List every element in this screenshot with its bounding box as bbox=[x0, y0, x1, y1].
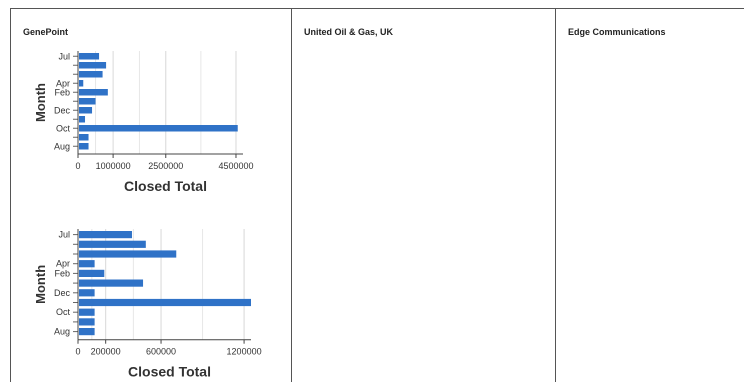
category-label: Apr bbox=[56, 78, 70, 88]
category-label: Aug bbox=[54, 327, 70, 337]
x-axis-title: Closed Total bbox=[124, 178, 207, 194]
category-label: Apr bbox=[56, 259, 70, 269]
bar bbox=[79, 260, 95, 268]
bar bbox=[79, 279, 144, 287]
bar bbox=[79, 298, 251, 307]
bar bbox=[79, 71, 103, 78]
category-label: Dec bbox=[54, 105, 71, 115]
bar bbox=[79, 250, 177, 258]
bar bbox=[79, 143, 89, 150]
bar bbox=[79, 308, 95, 316]
bar bbox=[79, 289, 95, 297]
bar bbox=[79, 328, 95, 336]
bar bbox=[79, 125, 238, 132]
x-tick-label: 2500000 bbox=[148, 161, 183, 171]
category-label: Oct bbox=[56, 123, 71, 133]
bar bbox=[79, 116, 86, 123]
x-tick-label: 4500000 bbox=[218, 161, 253, 171]
bar bbox=[79, 98, 96, 105]
panel-edge-communications: Edge Communications bbox=[556, 9, 745, 382]
category-label: Aug bbox=[54, 141, 70, 151]
panel-title: GenePoint bbox=[23, 27, 69, 37]
x-tick-label: 0 bbox=[75, 161, 80, 171]
panel-united-oil-gas: United Oil & Gas, UK bbox=[292, 9, 556, 382]
bar bbox=[79, 269, 105, 277]
x-tick-label: 600000 bbox=[146, 347, 176, 357]
category-label: Feb bbox=[54, 268, 70, 278]
bar bbox=[79, 80, 84, 87]
dashboard-grid: GenePoint Jul Apr Feb Dec Oct Aug 0 1000000 2500… bbox=[10, 8, 744, 382]
panel-title: Edge Communications bbox=[568, 27, 666, 37]
bar bbox=[79, 107, 93, 114]
x-axis-title: Closed Total bbox=[128, 364, 211, 380]
y-axis-title: Month bbox=[33, 83, 48, 122]
bar bbox=[79, 62, 107, 69]
bar bbox=[79, 53, 100, 60]
category-label: Jul bbox=[58, 51, 70, 61]
category-label: Dec bbox=[54, 288, 71, 298]
y-axis-title: Month bbox=[33, 265, 48, 304]
panel-genepoint: GenePoint Jul Apr Feb Dec Oct Aug 0 1000000 2500… bbox=[11, 9, 292, 382]
category-label: Feb bbox=[54, 87, 70, 97]
x-tick-label: 200000 bbox=[91, 347, 121, 357]
x-tick-label: 0 bbox=[75, 347, 80, 357]
x-tick-label: 1200000 bbox=[227, 347, 262, 357]
category-label: Jul bbox=[58, 230, 70, 240]
bar bbox=[79, 318, 95, 326]
bar bbox=[79, 240, 146, 248]
panel-title: United Oil & Gas, UK bbox=[304, 27, 394, 37]
bar bbox=[79, 134, 89, 141]
bar bbox=[79, 231, 132, 239]
category-label: Oct bbox=[56, 307, 71, 317]
bar bbox=[79, 89, 108, 96]
x-tick-label: 1000000 bbox=[96, 161, 131, 171]
